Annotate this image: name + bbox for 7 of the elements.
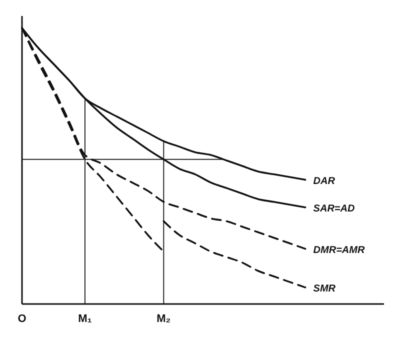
series-label: SAR=AD (313, 203, 355, 214)
x-tick-label: M₁ (78, 313, 92, 325)
x-tick-label: M₂ (156, 313, 171, 325)
series-label: SMR (313, 283, 336, 294)
series-label: DMR=AMR (313, 244, 366, 256)
x-tick-label: O (18, 313, 27, 325)
series-label: DAR (313, 176, 336, 187)
